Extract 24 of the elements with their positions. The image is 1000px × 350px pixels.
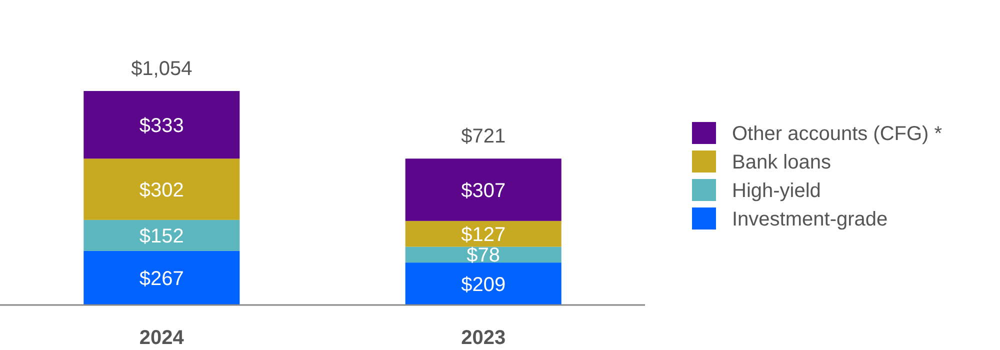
data-label: $307: [461, 180, 506, 202]
x-tick-label: 2023: [461, 327, 506, 349]
data-label: $127: [461, 224, 506, 246]
bar: [84, 158, 240, 220]
data-label: $302: [139, 179, 184, 202]
data-label: $209: [461, 274, 506, 296]
data-label: $78: [466, 244, 500, 267]
total-label: $721: [461, 126, 506, 148]
data-label: $267: [139, 268, 184, 290]
data-label: $333: [139, 114, 184, 137]
bar: [405, 158, 562, 221]
data-label: $152: [139, 225, 184, 248]
bar: [84, 250, 240, 305]
bar: [405, 246, 562, 263]
total-label: $1,054: [131, 58, 192, 80]
bar: [405, 220, 562, 247]
legend-label: Investment-grade: [732, 208, 888, 230]
legend-label: High-yield: [732, 180, 821, 202]
legend-label: Bank loans: [732, 152, 831, 174]
bar: [405, 262, 562, 305]
x-tick-label: 2024: [139, 327, 185, 349]
bar: [84, 91, 240, 159]
bar: [84, 220, 240, 251]
legend-label: Other accounts (CFG) *: [732, 123, 942, 145]
